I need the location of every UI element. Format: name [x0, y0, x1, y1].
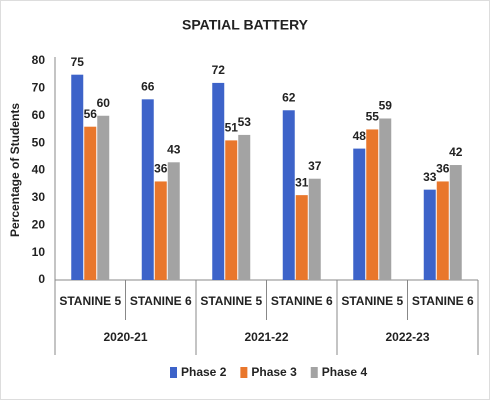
- y-axis-title: Percentage of Students: [8, 103, 22, 237]
- bar: [353, 148, 366, 280]
- bar: [436, 181, 449, 280]
- data-label: 51: [225, 121, 239, 135]
- x-tick-label: STANINE 5: [341, 294, 403, 308]
- bar: [71, 74, 84, 280]
- chart-title: SPATIAL BATTERY: [182, 17, 309, 33]
- y-tick-label: 70: [32, 81, 46, 95]
- data-label: 31: [295, 175, 309, 189]
- data-label: 48: [353, 129, 367, 143]
- bar: [308, 178, 321, 280]
- data-label: 72: [212, 63, 226, 77]
- x-tick-label: STANINE 5: [59, 294, 121, 308]
- bar: [449, 165, 462, 280]
- y-tick-label: 30: [32, 190, 46, 204]
- legend-label: Phase 3: [251, 365, 297, 379]
- x-tick-label: STANINE 6: [412, 294, 474, 308]
- bar: [238, 134, 251, 280]
- bar: [366, 129, 379, 280]
- y-tick-label: 50: [32, 135, 46, 149]
- y-tick-label: 20: [32, 217, 46, 231]
- group-label: 2021-22: [244, 330, 288, 344]
- x-tick-label: STANINE 6: [130, 294, 192, 308]
- legend-label: Phase 4: [322, 365, 368, 379]
- bar: [97, 115, 110, 280]
- data-label: 36: [436, 162, 450, 176]
- bar: [423, 189, 436, 280]
- x-tick-label: STANINE 5: [200, 294, 262, 308]
- bar: [212, 82, 225, 281]
- bar: [167, 162, 180, 280]
- legend-swatch: [240, 367, 248, 378]
- legend-swatch: [310, 367, 318, 378]
- bar: [141, 99, 154, 280]
- data-label: 43: [167, 142, 181, 156]
- y-tick-label: 60: [32, 108, 46, 122]
- y-tick-label: 0: [38, 272, 45, 286]
- x-tick-label: STANINE 6: [271, 294, 333, 308]
- data-label: 33: [423, 170, 437, 184]
- bar: [282, 110, 295, 281]
- data-label: 53: [238, 115, 252, 129]
- y-tick-label: 40: [32, 163, 46, 177]
- bar: [225, 140, 238, 280]
- legend-swatch: [170, 367, 177, 378]
- data-label: 37: [308, 159, 322, 173]
- bar: [154, 181, 167, 280]
- legend-label: Phase 2: [181, 365, 227, 379]
- data-label: 42: [449, 145, 463, 159]
- data-label: 75: [71, 55, 85, 69]
- data-label: 56: [84, 107, 98, 121]
- data-label: 60: [97, 96, 111, 110]
- data-label: 36: [154, 162, 168, 176]
- bar: [379, 118, 392, 280]
- bar: [295, 195, 308, 280]
- group-label: 2022-23: [385, 330, 429, 344]
- y-tick-label: 10: [32, 245, 46, 259]
- data-label: 59: [379, 99, 393, 113]
- data-label: 55: [366, 110, 380, 124]
- bar: [84, 126, 97, 280]
- group-label: 2020-21: [103, 330, 147, 344]
- data-label: 62: [282, 90, 296, 104]
- y-tick-label: 80: [32, 53, 46, 67]
- data-label: 66: [141, 79, 155, 93]
